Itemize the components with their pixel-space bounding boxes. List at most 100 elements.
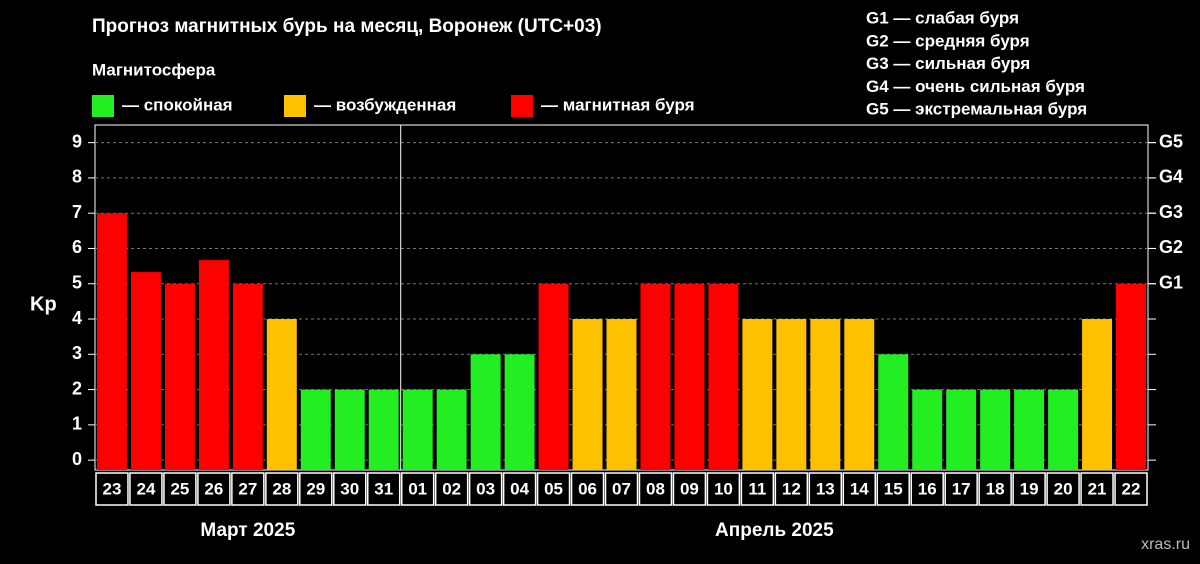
bar [810,319,841,470]
storm-level-label: G3 — сильная буря [866,54,1030,73]
bar [266,319,297,470]
bar [1116,283,1146,470]
x-tick-label: 09 [680,479,699,498]
x-tick-label: 15 [884,479,903,498]
month-label: Апрель 2025 [715,520,834,541]
bar [334,389,365,470]
x-tick-label: 01 [408,479,427,498]
x-tick-label: 07 [612,479,631,498]
y2-tick-label: G2 [1159,237,1183,257]
x-tick-box [366,472,401,506]
x-tick-label: 30 [340,479,359,498]
x-tick-label: 14 [850,479,869,498]
bar [470,354,501,470]
x-tick-label: 11 [748,479,766,498]
storm-level-label: G5 — экстремальная буря [866,100,1087,119]
y2-tick-label: G5 [1159,131,1183,151]
bar [368,389,399,470]
bar [97,213,127,470]
x-tick-label: 28 [272,479,291,498]
x-tick-box [502,472,537,506]
bar [198,260,229,470]
x-tick-box [706,472,741,506]
x-tick-box [1046,472,1080,506]
y-tick-label: 9 [72,131,82,151]
x-tick-label: 29 [306,479,325,498]
y-tick-label: 2 [72,378,82,398]
storm-level-label: G2 — средняя буря [866,31,1030,50]
x-tick-label: 12 [782,479,801,498]
x-tick-label: 31 [374,479,393,498]
x-tick-label: 19 [1020,479,1039,498]
y-tick-label: 4 [72,308,82,328]
bar [572,319,603,470]
x-tick-label: 17 [952,479,971,498]
bar [164,283,195,470]
legend-swatch [92,95,114,117]
x-tick-label: 22 [1122,479,1141,498]
bar [1082,319,1113,470]
x-tick-label: 27 [238,479,257,498]
x-tick-label: 16 [918,479,937,498]
bar [1014,389,1045,470]
bar [1048,389,1079,470]
x-tick-box [1012,472,1046,506]
bar [504,354,535,470]
x-tick-box [740,472,775,506]
x-tick-box [333,472,367,506]
legend-title: Магнитосфера [92,60,216,79]
x-tick-box [638,472,673,506]
x-tick-box [129,472,163,506]
y-tick-label: 6 [72,237,82,257]
bar [640,283,671,470]
bar [130,272,161,470]
bar [232,283,263,470]
x-tick-label: 03 [476,479,495,498]
bar [878,354,909,470]
y2-tick-label: G1 [1159,272,1183,292]
x-tick-box [265,472,299,506]
x-tick-label: 25 [170,479,189,498]
bar [674,283,705,470]
x-tick-label: 24 [136,479,155,498]
x-tick-box [842,472,877,506]
x-tick-box [808,472,843,506]
x-tick-label: 21 [1088,479,1107,498]
y2-tick-label: G4 [1159,167,1183,187]
x-tick-box [672,472,707,506]
watermark: xras.ru [1141,536,1190,553]
bar [776,319,807,470]
month-label: Март 2025 [200,520,295,541]
x-tick-box [1080,472,1114,506]
y-tick-label: 1 [72,414,82,434]
bar [912,389,943,470]
x-tick-box [536,472,571,506]
y-tick-label: 5 [72,272,82,292]
bar [606,319,637,470]
y-axis-label: Kp [30,293,57,315]
x-tick-box [197,472,231,506]
x-tick-box [876,472,910,506]
x-tick-box [604,472,639,506]
x-tick-label: 04 [510,479,529,498]
y-tick-label: 7 [72,202,82,222]
x-tick-label: 02 [442,479,461,498]
legend-swatch [284,95,306,117]
x-tick-box [774,472,809,506]
bar [402,389,433,470]
x-tick-label: 06 [578,479,597,498]
x-tick-box [570,472,605,506]
bar [300,389,331,470]
x-tick-box [400,472,435,506]
x-tick-label: 26 [204,479,223,498]
legend-label: — спокойная [122,95,233,114]
bar [844,319,875,470]
x-tick-label: 20 [1054,479,1073,498]
x-tick-box [434,472,469,506]
x-tick-label: 13 [816,479,835,498]
x-tick-box [1114,472,1148,506]
y-tick-label: 0 [72,449,82,469]
storm-level-label: G4 — очень сильная буря [866,77,1085,96]
legend-label: — возбужденная [314,95,456,114]
